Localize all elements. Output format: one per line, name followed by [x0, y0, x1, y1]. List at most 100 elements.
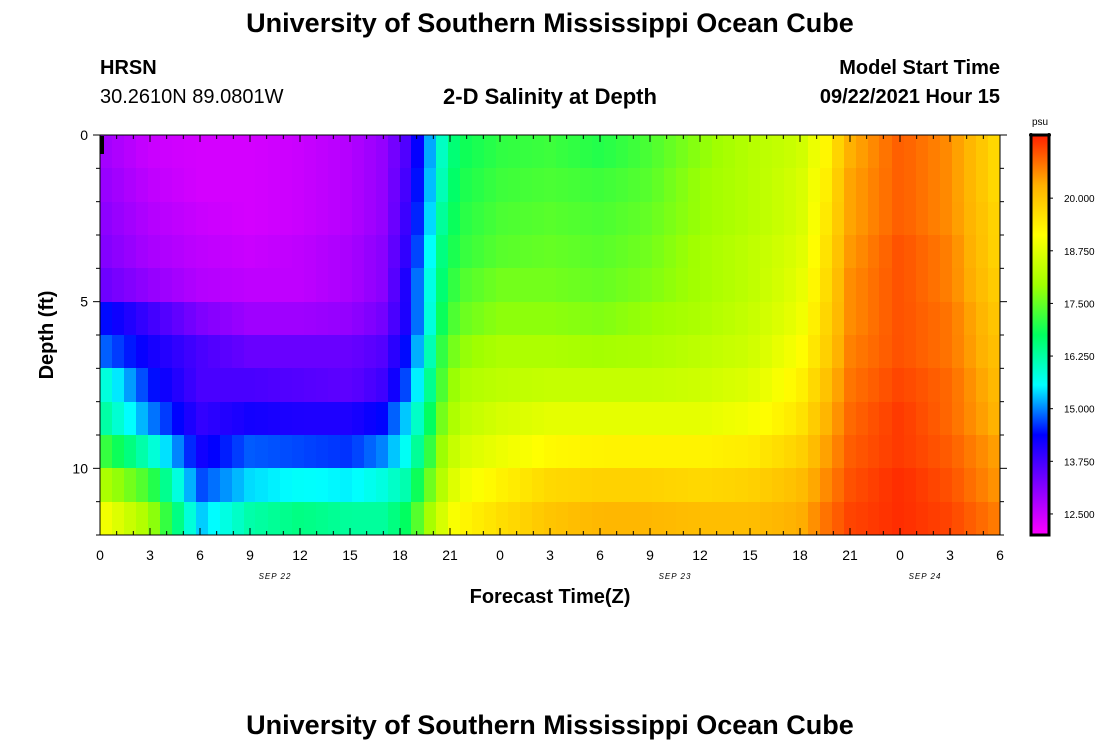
heatmap-cell [544, 268, 557, 303]
heatmap-cell [868, 302, 881, 336]
heatmap-cell [735, 435, 750, 469]
heatmap-cell [292, 202, 305, 236]
heatmap-cell [328, 302, 341, 336]
heatmap-cell [316, 335, 329, 369]
heatmap-cell [904, 335, 918, 369]
heatmap-cell [760, 368, 773, 403]
heatmap-cell [592, 302, 605, 336]
heatmap-cell [568, 202, 581, 236]
heatmap-cell [796, 402, 809, 436]
heatmap-cell [664, 368, 677, 403]
heatmap-cell [592, 135, 605, 169]
heatmap-cell [328, 502, 341, 536]
heatmap-cell [340, 502, 353, 536]
heatmap-cell [904, 368, 918, 403]
heatmap-cell [616, 335, 629, 369]
heatmap-cell [580, 202, 593, 236]
heatmap-cell [208, 435, 221, 469]
heatmap-cell [712, 335, 725, 369]
heatmap-cell [556, 402, 569, 436]
heatmap-cell [556, 135, 569, 169]
heatmap-cell [460, 335, 473, 369]
heatmap-cell [844, 335, 857, 369]
heatmap-cell [640, 202, 653, 236]
heatmap-cell [784, 435, 797, 469]
heatmap-cell [436, 168, 449, 203]
heatmap-cell [316, 202, 329, 236]
heatmap-cell [532, 502, 545, 536]
heatmap-cell [508, 268, 521, 303]
heatmap-cell [735, 235, 750, 269]
heatmap-cell [364, 335, 377, 369]
heatmap-cell [604, 435, 617, 469]
heatmap-cell [700, 268, 713, 303]
heatmap-cell [892, 268, 906, 303]
heatmap-cell [388, 302, 401, 336]
heatmap-cell [112, 135, 125, 169]
colorbar-corner-dot [1047, 133, 1051, 137]
heatmap-cell [148, 502, 161, 536]
heatmap-cell [255, 402, 269, 436]
x-date-label: SEP 22 [259, 572, 292, 581]
heatmap-cell [784, 168, 797, 203]
heatmap-cell [844, 268, 857, 303]
heatmap-cell [616, 202, 629, 236]
heatmap-cell [544, 502, 557, 536]
heatmap-cell [232, 202, 245, 236]
heatmap-cell [772, 268, 785, 303]
heatmap-cell [664, 435, 677, 469]
heatmap-cell [556, 168, 569, 203]
heatmap-cell [208, 368, 221, 403]
heatmap-cell [988, 202, 1001, 236]
heatmap-cell [364, 402, 377, 436]
heatmap-cell [244, 468, 257, 503]
heatmap-cell [856, 368, 869, 403]
heatmap-cell [388, 268, 401, 303]
heatmap-cell [748, 435, 761, 469]
y-tick-label: 5 [80, 294, 88, 310]
heatmap-cell [580, 168, 593, 203]
heatmap-cell [688, 502, 701, 536]
heatmap-cell [388, 168, 401, 203]
heatmap-cell [376, 502, 389, 536]
heatmap-cell [544, 402, 557, 436]
heatmap-cell [148, 268, 161, 303]
heatmap-cell [976, 235, 989, 269]
heatmap-cell [184, 202, 197, 236]
heatmap-cell [772, 368, 785, 403]
heatmap-cell [196, 435, 209, 469]
heatmap-cell [592, 168, 605, 203]
heatmap-cell [448, 468, 461, 503]
heatmap-cell [244, 235, 257, 269]
heatmap-cell [568, 235, 581, 269]
heatmap-cell [124, 268, 137, 303]
heatmap-cell [879, 502, 893, 536]
heatmap-cell [844, 202, 857, 236]
x-tick-label: 3 [146, 547, 154, 563]
heatmap-cell [148, 202, 161, 236]
x-date-label: SEP 23 [659, 572, 692, 581]
heatmap-cell [364, 135, 377, 169]
heatmap-cell [784, 202, 797, 236]
heatmap-cell [808, 402, 821, 436]
heatmap-cell [496, 435, 510, 469]
heatmap-cell [411, 435, 426, 469]
heatmap-cell [832, 202, 845, 236]
heatmap-cell [436, 468, 449, 503]
heatmap-cell [460, 202, 473, 236]
heatmap-cell [496, 135, 510, 169]
heatmap-cell [328, 468, 341, 503]
heatmap-cell [952, 435, 966, 469]
heatmap-cell [628, 302, 641, 336]
heatmap-cell [664, 468, 677, 503]
heatmap-cell [172, 135, 185, 169]
heatmap-cell [340, 268, 353, 303]
heatmap-cell [460, 502, 473, 536]
x-tick-label: 6 [596, 547, 604, 563]
heatmap-cell [472, 468, 485, 503]
heatmap-cell [556, 468, 569, 503]
heatmap-cell [436, 502, 449, 536]
heatmap-cell [796, 468, 809, 503]
heatmap-cell [220, 202, 233, 236]
heatmap-cell [316, 302, 329, 336]
